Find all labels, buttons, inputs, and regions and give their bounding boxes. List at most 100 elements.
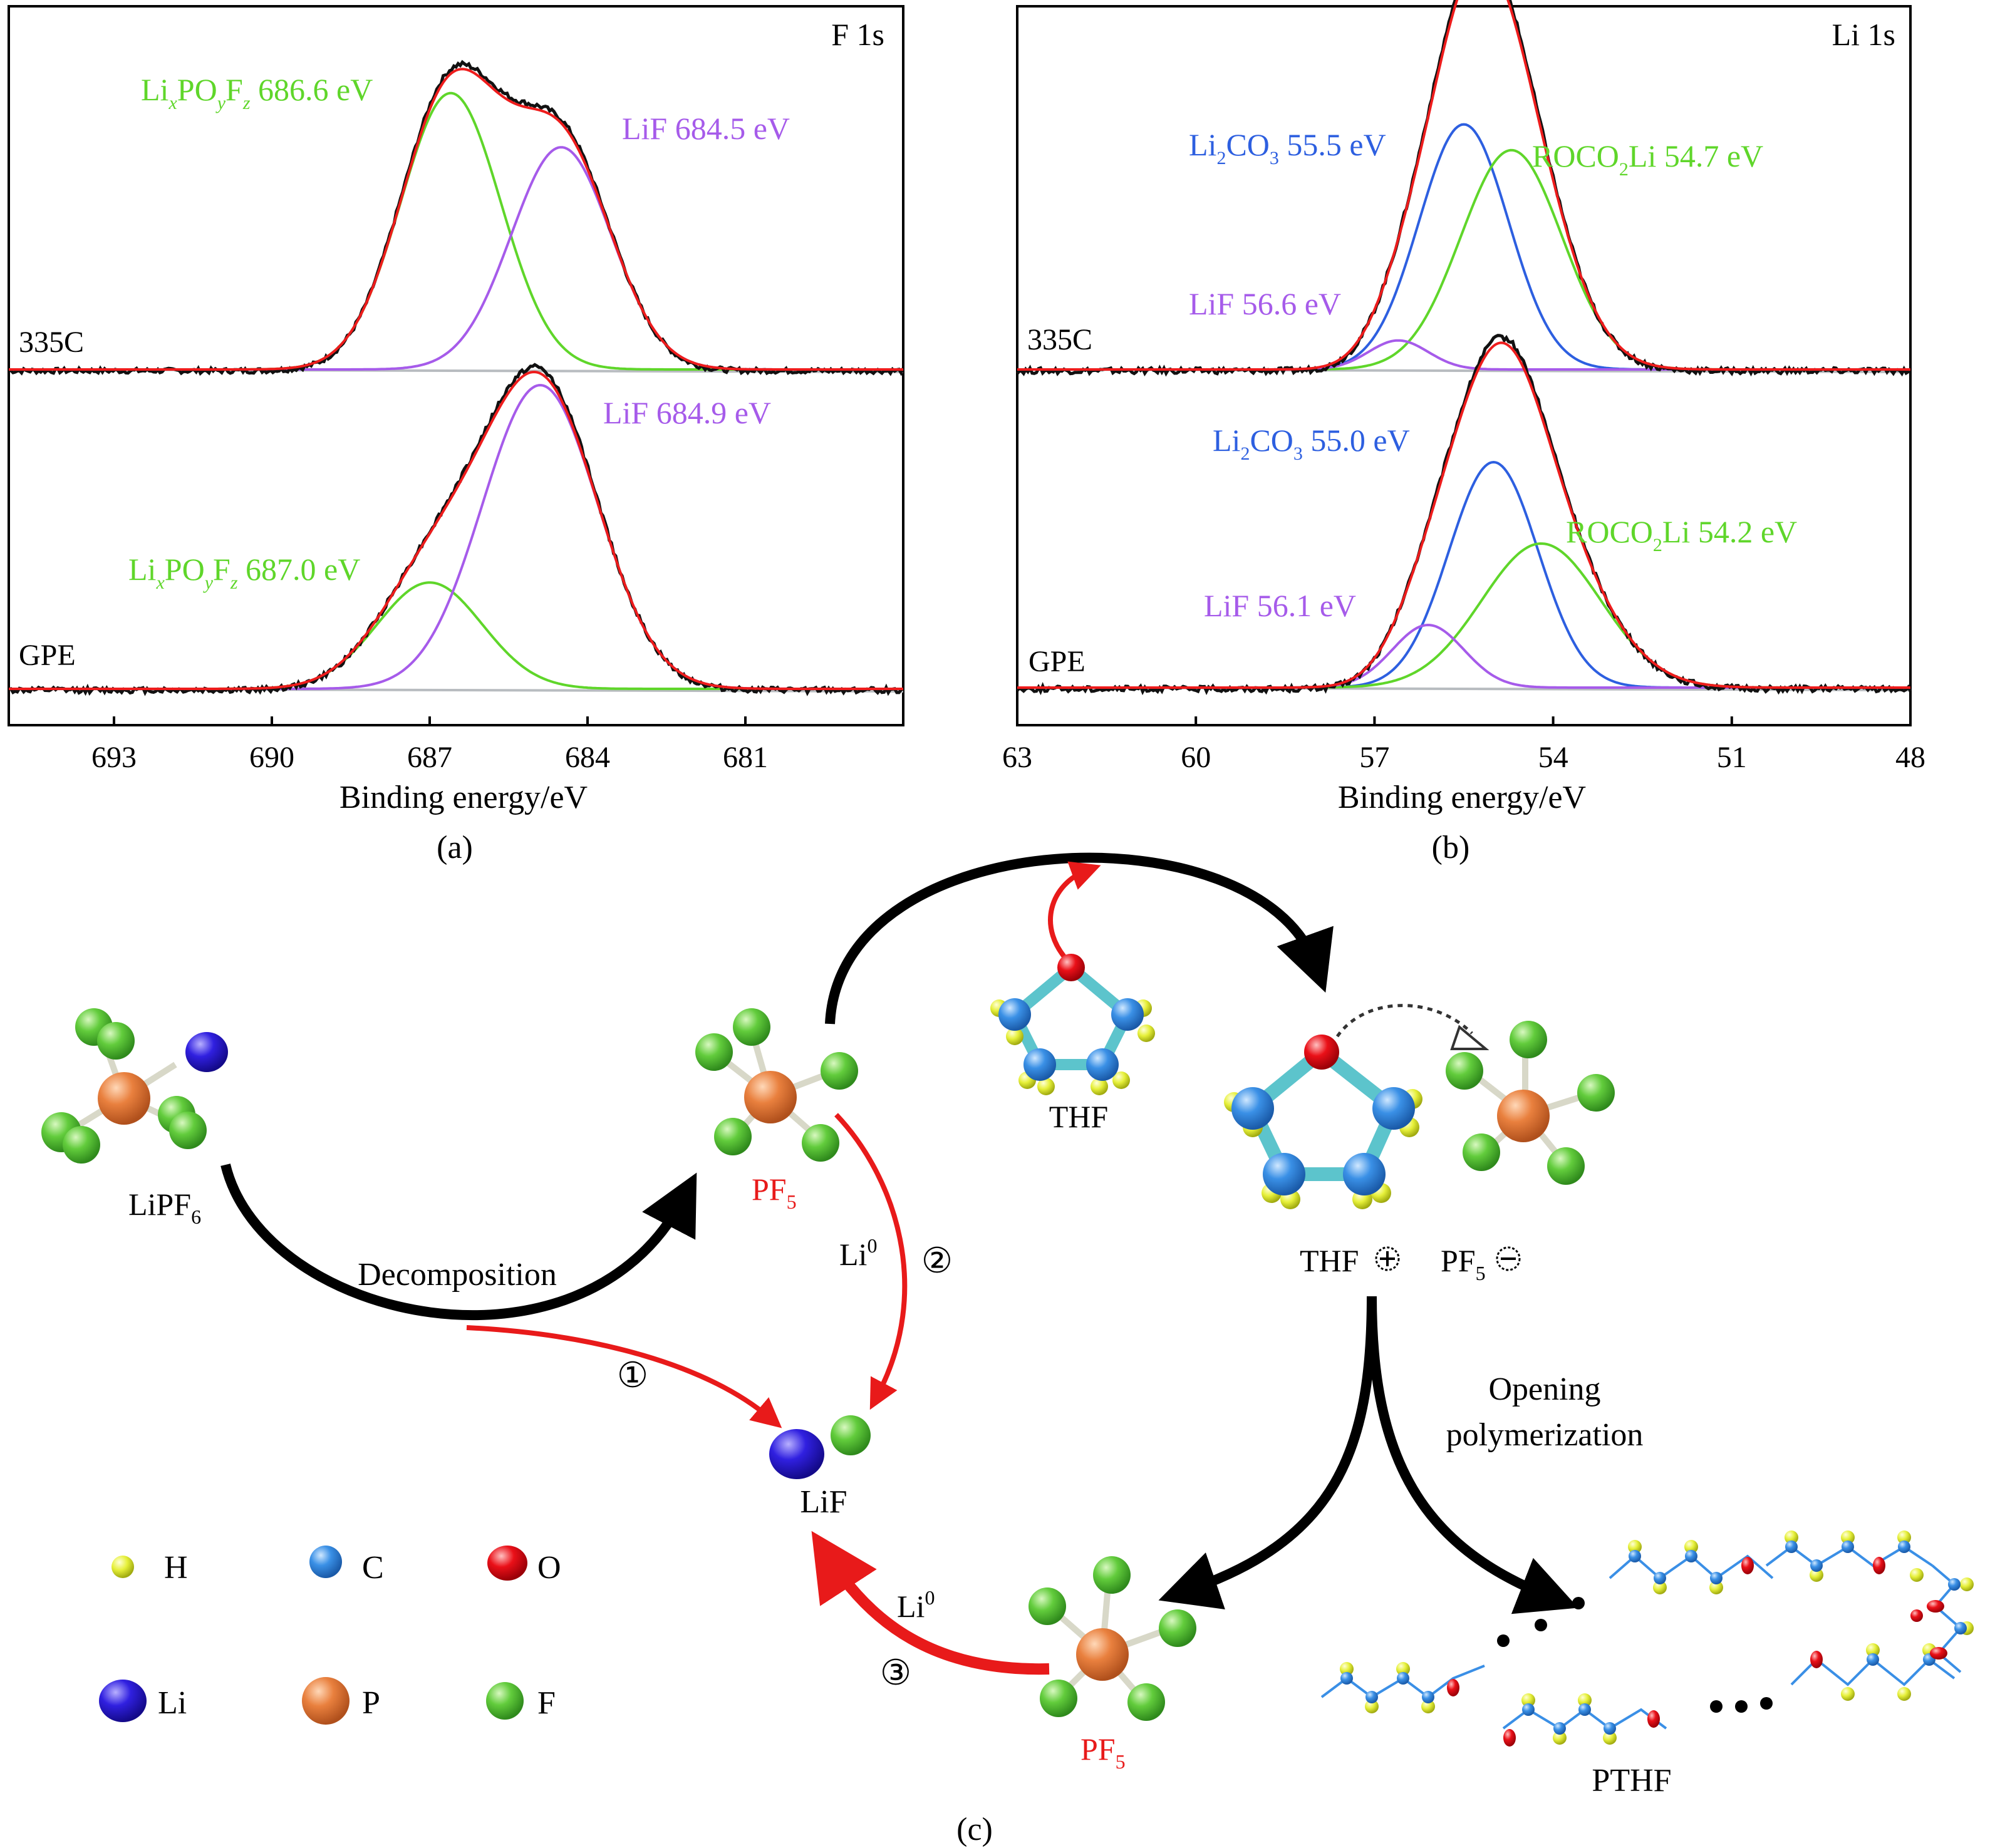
panel-b-gpe-component-2 (1017, 623, 1910, 689)
li0-label-2: Li0 (839, 1234, 877, 1272)
panel-b-x-axis: 63 60 57 54 51 48 (1002, 716, 1925, 774)
step3-arrow (811, 1531, 1050, 1675)
panel-b-tick-label-4: 51 (1717, 741, 1747, 774)
panel-a-335c-fit (9, 68, 903, 371)
panel-b-tick-label-3: 54 (1538, 741, 1568, 774)
legend-label-h: H (164, 1550, 188, 1586)
decomposition-label: Decomposition (358, 1257, 557, 1293)
panel-b-plot (1016, 0, 1912, 696)
step1-label: ① (617, 1356, 648, 1395)
lipf6-label: LiPF6 (128, 1187, 201, 1228)
panel-b-335c-component-1 (1017, 148, 1910, 371)
legend-label-li: Li (158, 1685, 187, 1721)
step3-label: ③ (880, 1654, 911, 1693)
split-arrow-right (1367, 1296, 1578, 1614)
panel-a-caption: (a) (437, 830, 473, 865)
legend-swatch-c (309, 1546, 342, 1578)
li0-label-3: Li0 (897, 1586, 935, 1624)
thf-attack-arrow (1048, 861, 1101, 966)
panel-c-scheme: LiPF6 Decomposition ① PF5 Li0 ② (41, 852, 1974, 1847)
panel-b-335c-component-2 (1017, 339, 1910, 371)
panel-c-caption: (c) (956, 1812, 993, 1847)
panel-a-tick-label-2: 687 (407, 741, 452, 774)
panel-a-gpe-component-0 (9, 581, 903, 690)
label-a-lif-684-5: LiF 684.5 eV (622, 111, 790, 146)
panel-b-335c-raw (1016, 0, 1911, 377)
thf-label: THF (1049, 1099, 1108, 1134)
legend-swatch-o (487, 1546, 527, 1581)
thf-plus-label: THF (1300, 1243, 1359, 1278)
panel-b-gpe-fit (1017, 341, 1910, 689)
pf5-molecule-top (695, 1008, 858, 1162)
opening-label: Opening (1488, 1371, 1600, 1407)
panel-a-x-axis: 693 690 687 684 681 (91, 716, 768, 774)
panel-b-335c-component-0 (1017, 123, 1910, 371)
panel-b-tick-label-2: 57 (1359, 741, 1389, 774)
pf5-minus-molecule (1446, 1021, 1615, 1185)
label-b-roco2li-54-2: ROCO2Li 54.2 eV (1566, 514, 1797, 555)
thf-plus-atoms (1224, 1035, 1422, 1209)
lif-molecule (769, 1415, 871, 1479)
panel-a-gpe-fit (9, 370, 903, 690)
decomposition-arrow (220, 1164, 697, 1320)
label-b-lif-56-6: LiF 56.6 eV (1189, 286, 1341, 321)
step2-label: ② (921, 1242, 953, 1281)
panel-a-gpe-component-1 (9, 384, 903, 690)
label-b-li2co3-55-5: Li2CO3 55.5 eV (1189, 127, 1386, 168)
legend-swatch-f (486, 1682, 524, 1720)
panel-b-xlabel: Binding energy/eV (1338, 780, 1586, 815)
panel-b: Li 1s 335C GPE Li2CO3 55.5 eV ROCO2Li 54… (1002, 0, 1925, 865)
legend-label-f: F (537, 1685, 556, 1721)
pthf-chain (1320, 1531, 1974, 1747)
panel-b-tick-label-1: 60 (1181, 741, 1211, 774)
panel-b-tick-label-5: 48 (1895, 741, 1925, 774)
panel-b-gpe-component-0 (1017, 460, 1910, 689)
label-a-lixpoyfz-686: LixPOyFz 686.6 eV (141, 72, 373, 113)
panel-a-title: F 1s (831, 17, 884, 52)
atom-legend: H C O Li P F (99, 1546, 561, 1725)
pf5-label-top: PF5 (752, 1172, 797, 1213)
panel-b-sample-335c: 335C (1027, 323, 1092, 356)
plus-charge-icon (1375, 1246, 1400, 1271)
split-arrow-left (1158, 1296, 1377, 1609)
lipf6-molecule (41, 1008, 228, 1164)
panel-a-xlabel: Binding energy/eV (339, 780, 588, 815)
panel-a-frame (8, 5, 904, 726)
legend-label-c: C (362, 1550, 384, 1586)
pthf-label: PTHF (1592, 1763, 1671, 1799)
panel-a-tick-label-3: 684 (565, 741, 610, 774)
panel-b-sample-gpe: GPE (1028, 645, 1085, 678)
label-b-roco2li-54-7: ROCO2Li 54.7 eV (1532, 138, 1763, 180)
panel-a-tick-label-4: 681 (723, 741, 768, 774)
pf5-molecule-bottom (1028, 1556, 1196, 1721)
dotted-transfer-arrow (1335, 1004, 1473, 1038)
dotted-arrow-head (1450, 1025, 1490, 1050)
step2-arrow (834, 1113, 908, 1410)
panel-a-tick-label-1: 690 (249, 741, 294, 774)
panel-a: F 1s 335C GPE LixPOyFz 686.6 eV LiF 684.… (8, 5, 905, 865)
panel-a-tick-label-0: 693 (91, 741, 137, 774)
thf-atoms (990, 954, 1155, 1095)
panel-a-sample-335c: 335C (19, 326, 84, 359)
lif-label: LiF (800, 1484, 847, 1520)
label-b-lif-56-1: LiF 56.1 eV (1204, 588, 1356, 623)
panel-b-frame (1016, 5, 1912, 726)
panel-b-gpe-component-1 (1017, 542, 1910, 689)
pf5-to-thf-arrow (825, 852, 1334, 1025)
panel-a-335c-component-1 (9, 146, 903, 371)
panel-b-title: Li 1s (1832, 17, 1895, 52)
legend-swatch-li (99, 1680, 147, 1722)
panel-a-plot (8, 59, 905, 696)
label-a-lixpoyfz-687: LixPOyFz 687.0 eV (128, 552, 360, 593)
legend-swatch-p (302, 1677, 350, 1725)
label-b-li2co3-55-0: Li2CO3 55.0 eV (1213, 423, 1410, 464)
legend-swatch-h (111, 1556, 134, 1578)
thf-molecule (1007, 960, 1135, 1070)
lipf6-li-atom (185, 1032, 228, 1072)
legend-label-o: O (537, 1550, 561, 1586)
panel-b-tick-label-0: 63 (1002, 741, 1032, 774)
pf5-label-bottom: PF5 (1080, 1732, 1126, 1773)
step1-arrow (466, 1325, 782, 1428)
panel-b-caption: (b) (1432, 830, 1470, 865)
